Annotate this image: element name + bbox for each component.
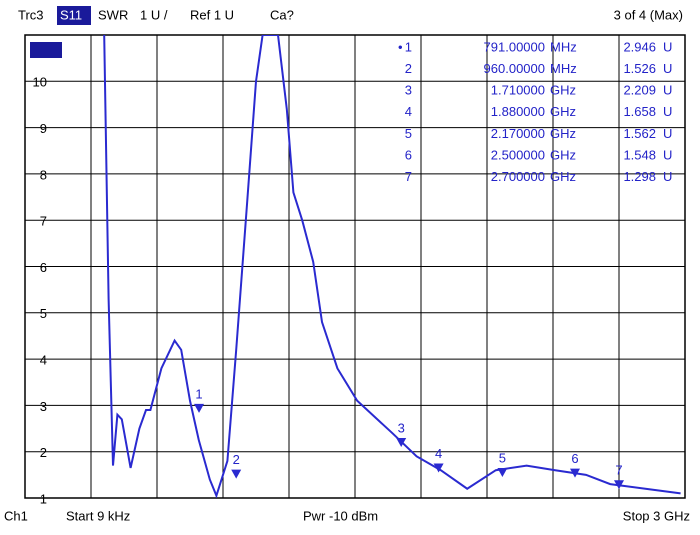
marker-row-swr-unit: U bbox=[663, 126, 672, 141]
s-param: S11 bbox=[60, 7, 82, 22]
scale: 1 U / bbox=[140, 7, 168, 22]
trace-param-box bbox=[57, 6, 91, 25]
power: Pwr -10 dBm bbox=[303, 508, 378, 523]
marker-label: 6 bbox=[571, 451, 578, 466]
format: SWR bbox=[98, 7, 128, 22]
trace-label: Trc3 bbox=[18, 7, 44, 22]
marker-row-swr: 1.298 bbox=[623, 169, 656, 184]
marker-row-unit: GHz bbox=[550, 126, 576, 141]
marker-row-unit: MHz bbox=[550, 39, 577, 54]
marker-row-unit: GHz bbox=[550, 83, 576, 98]
marker-row-number: 4 bbox=[405, 104, 412, 119]
status: 3 of 4 (Max) bbox=[614, 7, 683, 22]
marker-row-swr: 1.562 bbox=[623, 126, 656, 141]
marker-row-swr-unit: U bbox=[663, 104, 672, 119]
marker-row-freq: 2.170000 bbox=[491, 126, 545, 141]
marker-label: 1 bbox=[195, 386, 202, 401]
marker-row-unit: GHz bbox=[550, 147, 576, 162]
marker-triangle bbox=[194, 403, 205, 413]
marker-triangle bbox=[614, 480, 624, 490]
marker-row-freq: 791.00000 bbox=[484, 39, 545, 54]
y-tick-label: 9 bbox=[40, 121, 47, 136]
marker-row-number: 7 bbox=[405, 169, 412, 184]
marker-row-number: 3 bbox=[405, 83, 412, 98]
y-tick-label: 3 bbox=[40, 399, 47, 414]
marker-label: 7 bbox=[615, 463, 622, 478]
trace bbox=[103, 35, 681, 498]
marker-row-freq: 1.880000 bbox=[491, 104, 545, 119]
marker-row-freq: 960.00000 bbox=[484, 61, 545, 76]
marker-row-number: 6 bbox=[405, 147, 412, 162]
y-tick-label: 7 bbox=[40, 214, 47, 229]
marker-row-swr-unit: U bbox=[663, 61, 672, 76]
marker-row-swr-unit: U bbox=[663, 39, 672, 54]
marker-row-swr: 1.658 bbox=[623, 104, 656, 119]
marker-row-freq: 1.710000 bbox=[491, 83, 545, 98]
marker-row-unit: GHz bbox=[550, 169, 576, 184]
y-tick-label: 2 bbox=[40, 445, 47, 460]
marker-label: 3 bbox=[398, 420, 405, 435]
marker-row-swr-unit: U bbox=[663, 169, 672, 184]
marker-row-swr-unit: U bbox=[663, 83, 672, 98]
y-tick-label: 5 bbox=[40, 306, 47, 321]
calibration: Ca? bbox=[270, 7, 294, 22]
marker-row-freq: 2.500000 bbox=[491, 147, 545, 162]
marker-row-swr: 2.946 bbox=[623, 39, 656, 54]
marker-row-swr: 1.548 bbox=[623, 147, 656, 162]
marker-label: 2 bbox=[233, 452, 240, 467]
marker-row-swr: 1.526 bbox=[623, 61, 656, 76]
marker-row-swr-unit: U bbox=[663, 147, 672, 162]
marker-triangle bbox=[396, 438, 407, 448]
y-tick-label: 6 bbox=[40, 260, 47, 275]
marker-label: 5 bbox=[499, 450, 506, 465]
marker-row-swr: 2.209 bbox=[623, 83, 656, 98]
reference: Ref 1 U bbox=[190, 7, 234, 22]
y-tick-label: 4 bbox=[40, 353, 47, 368]
channel: Ch1 bbox=[4, 508, 28, 523]
y-tick-label: 8 bbox=[40, 167, 47, 182]
marker-row-number: 1 bbox=[405, 39, 412, 54]
trace-indicator bbox=[30, 42, 62, 58]
marker-triangle bbox=[497, 467, 508, 477]
marker-triangle bbox=[433, 463, 444, 473]
marker-triangle bbox=[570, 468, 580, 478]
marker-row-number: 5 bbox=[405, 126, 412, 141]
marker-triangle bbox=[231, 469, 242, 479]
start-freq: Start 9 kHz bbox=[66, 508, 130, 523]
y-tick-label: 1 bbox=[40, 491, 47, 506]
marker-row-unit: MHz bbox=[550, 61, 577, 76]
active-dot: • bbox=[398, 39, 403, 54]
y-tick-label: 10 bbox=[33, 75, 47, 90]
marker-row-unit: GHz bbox=[550, 104, 576, 119]
marker-label: 4 bbox=[435, 446, 442, 461]
stop-freq: Stop 3 GHz bbox=[623, 508, 690, 523]
marker-row-number: 2 bbox=[405, 61, 412, 76]
marker-row-freq: 2.700000 bbox=[491, 169, 545, 184]
